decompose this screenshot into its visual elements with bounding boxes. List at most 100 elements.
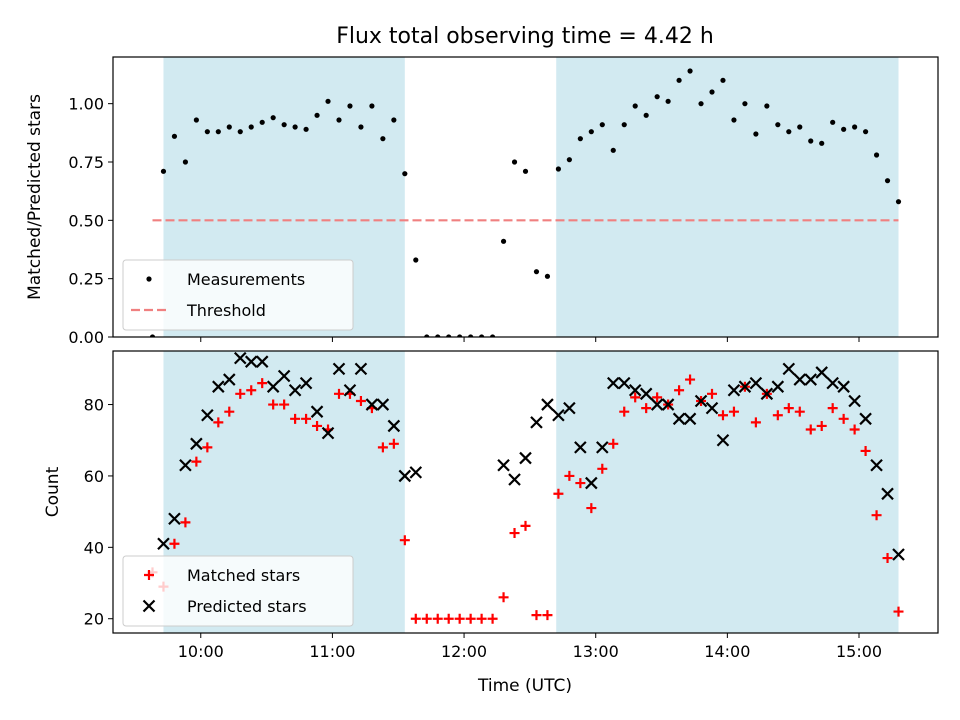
predicted-star-point bbox=[233, 351, 247, 365]
matched-star-point bbox=[224, 406, 235, 417]
predicted-star-point bbox=[716, 433, 730, 447]
measurement-point bbox=[270, 115, 276, 121]
matched-star-point bbox=[608, 438, 619, 449]
matched-star-point bbox=[794, 406, 805, 417]
matched-star-point bbox=[871, 510, 882, 521]
predicted-star-point bbox=[815, 366, 828, 379]
matched-star-point bbox=[630, 392, 641, 403]
measurement-point bbox=[709, 89, 715, 95]
predicted-star-point bbox=[332, 362, 346, 376]
matched-star-point bbox=[487, 613, 498, 624]
measurement-point bbox=[292, 124, 298, 130]
legend-box bbox=[122, 259, 354, 331]
predicted-star-point bbox=[881, 487, 894, 501]
predicted-star-point bbox=[508, 473, 521, 486]
matched-star-point bbox=[410, 613, 421, 624]
predicted-star-point bbox=[606, 376, 620, 390]
matched-star-point bbox=[520, 520, 531, 531]
measurement-point bbox=[665, 98, 671, 104]
predicted-star-point bbox=[299, 376, 313, 390]
y-tick-label: 60 bbox=[84, 467, 104, 486]
predicted-star-point bbox=[639, 387, 653, 401]
matched-star-point bbox=[838, 413, 849, 424]
predicted-star-point bbox=[892, 548, 905, 561]
predicted-star-point bbox=[168, 512, 181, 526]
x-tick-label: 13:00 bbox=[573, 642, 619, 661]
measurement-point bbox=[654, 94, 660, 100]
matched-star-point bbox=[235, 388, 246, 399]
matched-star-point bbox=[893, 606, 904, 617]
measurement-point bbox=[237, 129, 243, 135]
predicted-star-point bbox=[782, 362, 796, 376]
measurement-point bbox=[698, 101, 704, 107]
legend-label: Threshold bbox=[186, 301, 266, 320]
matched-star-point bbox=[191, 456, 202, 467]
predicted-star-point bbox=[826, 376, 839, 390]
predicted-star-point bbox=[771, 380, 785, 393]
measurement-point bbox=[873, 152, 880, 158]
predicted-star-point bbox=[585, 476, 598, 490]
matched-star-point bbox=[279, 399, 290, 410]
matched-star-point bbox=[169, 538, 180, 549]
predicted-star-point bbox=[179, 458, 192, 472]
measurement-point bbox=[830, 119, 836, 125]
matched-star-point bbox=[290, 413, 301, 424]
measurement-point bbox=[731, 117, 737, 123]
axes-frame bbox=[112, 56, 939, 338]
matched-star-point bbox=[849, 424, 860, 435]
measurement-point bbox=[303, 126, 309, 132]
measurement-point bbox=[479, 334, 485, 337]
matched-star-point bbox=[301, 413, 312, 424]
y-tick-label: 40 bbox=[84, 538, 104, 557]
predicted-star-point bbox=[190, 437, 203, 451]
predicted-star-point bbox=[552, 408, 565, 422]
y-tick-label: 20 bbox=[84, 610, 104, 629]
predicted-star-point bbox=[804, 373, 818, 386]
legend: Measurements Threshold bbox=[122, 259, 354, 331]
matched-star-point bbox=[432, 613, 443, 624]
observing-window-shade bbox=[556, 351, 899, 633]
predicted-star-point bbox=[574, 441, 587, 454]
matched-star-point bbox=[816, 420, 827, 431]
measurement-point bbox=[489, 334, 496, 337]
measurement-point bbox=[632, 103, 638, 109]
measurement-point bbox=[446, 334, 452, 337]
predicted-star-point bbox=[497, 458, 510, 472]
y-tick-label: 80 bbox=[84, 396, 104, 415]
matched-star-point bbox=[421, 613, 432, 624]
measurement-point bbox=[424, 334, 430, 337]
measurement-point bbox=[435, 334, 441, 337]
measurement-point bbox=[533, 269, 540, 275]
predicted-star-point bbox=[387, 419, 401, 433]
measurement-point bbox=[555, 166, 562, 172]
predicted-star-point bbox=[859, 412, 872, 426]
predicted-star-point bbox=[617, 376, 631, 390]
predicted-star-point bbox=[310, 405, 324, 418]
ratio-panel: 0.00 0.25 0.50 0.75 1.00 Matched/Predicted st… bbox=[25, 56, 939, 347]
x-tick-label: 12:00 bbox=[441, 642, 487, 661]
matched-star-point bbox=[728, 406, 739, 417]
measurement-point bbox=[402, 171, 408, 177]
plot-area bbox=[149, 68, 902, 337]
predicted-star-point bbox=[738, 380, 752, 393]
measurement-point bbox=[259, 119, 265, 125]
matched-star-point bbox=[443, 613, 454, 624]
matched-star-point bbox=[542, 610, 553, 621]
matched-star-point bbox=[509, 528, 520, 539]
predicted-star-point bbox=[705, 401, 719, 415]
predicted-star-point bbox=[530, 416, 543, 429]
predicted-star-point bbox=[848, 394, 861, 408]
measurement-point bbox=[511, 159, 518, 165]
predicted-star-point bbox=[409, 466, 423, 479]
chart-title: Flux total observing time = 4.42 h bbox=[336, 24, 714, 49]
y-tick-label: 0.75 bbox=[68, 153, 104, 172]
matched-star-point bbox=[772, 410, 783, 421]
measurement-point bbox=[797, 124, 803, 130]
matched-star-point bbox=[750, 417, 761, 428]
matched-star-point bbox=[586, 503, 597, 514]
x-axis-label: Time (UTC) bbox=[477, 676, 572, 696]
matched-star-point bbox=[685, 374, 696, 385]
matched-star-point bbox=[783, 403, 794, 414]
predicted-star-point bbox=[365, 398, 379, 411]
predicted-star-point bbox=[749, 376, 763, 390]
